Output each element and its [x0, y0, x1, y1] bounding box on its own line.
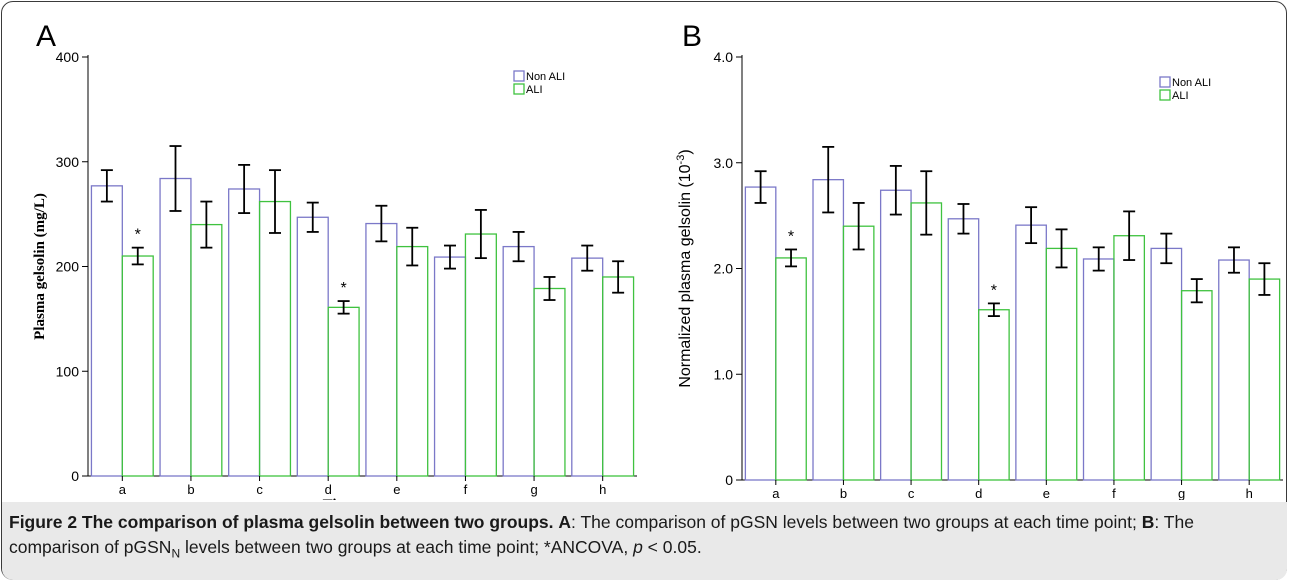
bar-ali-a: [775, 257, 807, 481]
legend-swatch-non-ali: [513, 70, 525, 82]
x-tick-label: a: [119, 482, 127, 497]
bar-non-ali-f: [1082, 258, 1115, 481]
y-tick-label: 1.0: [714, 366, 734, 382]
bar-ali-c: [910, 202, 943, 481]
x-axis-label: Time-course: [323, 497, 403, 500]
legend-label-non-ali: Non ALI: [1172, 77, 1211, 89]
caption-b-text-1: : The comparison of pGSN: [9, 512, 1194, 557]
bar-ali-a: [121, 255, 154, 477]
x-tick-label: f: [464, 482, 468, 497]
x-tick-label: c: [908, 486, 915, 500]
x-tick-label: g: [1178, 486, 1185, 500]
legend-label-ali: ALI: [526, 84, 543, 96]
caption-b-text-2: levels between two groups at each time p…: [180, 537, 634, 557]
y-tick-label: 400: [56, 49, 80, 65]
bar-ali-e: [1045, 247, 1078, 481]
bar-ali-d: [978, 309, 1010, 481]
bar-ali-h: [1248, 278, 1281, 481]
panel-a: A 0 100 200 300 400 Plasma gelsolin (mg/L) * a b c…: [32, 20, 637, 500]
caption-b-label: B: [1141, 512, 1155, 532]
y-tick-label: 4.0: [714, 49, 734, 65]
bar-ali-d: [327, 306, 360, 477]
x-tick-label: e: [1043, 486, 1050, 500]
x-tick-label: f: [1112, 486, 1116, 500]
legend-swatch-ali: [1159, 89, 1171, 101]
caption-p-rest: < 0.05.: [642, 537, 702, 557]
bar-ali-c: [258, 200, 292, 477]
y-tick-label: 300: [56, 154, 80, 170]
x-tick-label: c: [256, 482, 263, 497]
bar-non-ali-g: [1150, 247, 1183, 481]
bar-non-ali-b: [159, 177, 192, 477]
significance-star: *: [341, 280, 347, 297]
bar-non-ali-c: [879, 189, 912, 481]
bar-ali-e: [396, 245, 429, 477]
y-tick-label: 0: [71, 468, 79, 484]
bar-ali-b: [842, 225, 875, 481]
y-tick-label: 0: [725, 472, 733, 488]
caption-a-label: A: [558, 512, 572, 532]
legend-label-non-ali: Non ALI: [526, 71, 565, 83]
bar-non-ali-a: [90, 185, 123, 477]
x-tick-label: h: [1246, 486, 1253, 500]
significance-star: *: [991, 282, 997, 299]
caption-figure-label: Figure 2 The comparison of plasma gelsol…: [9, 512, 554, 532]
bar-non-ali-g: [502, 245, 535, 477]
bar-non-ali-d: [947, 218, 980, 481]
bar-non-ali-h: [1218, 259, 1250, 481]
y-tick-label: 100: [56, 363, 80, 379]
bar-non-ali-a: [744, 186, 777, 481]
legend-label-ali: ALI: [1172, 90, 1189, 102]
significance-star: *: [788, 228, 794, 245]
x-tick-label: d: [975, 486, 982, 500]
x-tick-label: a: [772, 486, 780, 500]
bar-non-ali-h: [571, 257, 604, 477]
y-tick-label: 2.0: [714, 261, 734, 277]
bar-non-ali-e: [365, 222, 398, 477]
figure-caption: Figure 2 The comparison of plasma gelsol…: [9, 510, 1279, 567]
bar-ali-g: [1180, 290, 1213, 481]
y-axis-label: Normalized plasma gelsolin (10-3): [675, 149, 694, 387]
y-tick-label: 3.0: [714, 155, 734, 171]
significance-star: *: [135, 227, 141, 244]
caption-b-subscript: N: [171, 546, 181, 561]
x-tick-label: d: [325, 482, 332, 497]
y-axis-label: Plasma gelsolin (mg/L): [32, 193, 48, 340]
bar-ali-b: [190, 223, 223, 477]
bar-ali-f: [1113, 235, 1146, 481]
bar-ali-h: [602, 276, 635, 477]
bar-non-ali-e: [1015, 224, 1047, 481]
bar-ali-g: [533, 287, 566, 477]
legend-swatch-non-ali: [1159, 76, 1171, 88]
x-tick-label: g: [530, 482, 537, 497]
figure-svg: A 0 100 200 300 400 Plasma gelsolin (mg/L) * a b c…: [32, 20, 1283, 500]
bar-ali-f: [464, 233, 497, 477]
y-tick-label: 200: [56, 259, 80, 275]
bar-non-ali-c: [228, 188, 261, 477]
x-tick-label: b: [187, 482, 194, 497]
panel-label: A: [36, 20, 56, 53]
x-tick-label: h: [599, 482, 606, 497]
legend-swatch-ali: [513, 83, 525, 95]
caption-p-italic: p: [633, 537, 643, 557]
panel-label: B: [682, 20, 702, 53]
bar-non-ali-f: [433, 256, 467, 477]
x-tick-label: e: [393, 482, 400, 497]
caption-a-text: : The comparison of pGSN levels between …: [571, 512, 1142, 532]
panel-b: B 0 1.0 2.0 3.0 4.0 Normalized plasma gelsolin…: [675, 20, 1283, 500]
bar-non-ali-b: [812, 179, 845, 481]
bar-non-ali-d: [296, 216, 329, 477]
x-tick-label: b: [840, 486, 847, 500]
caption-background: [2, 502, 1287, 580]
